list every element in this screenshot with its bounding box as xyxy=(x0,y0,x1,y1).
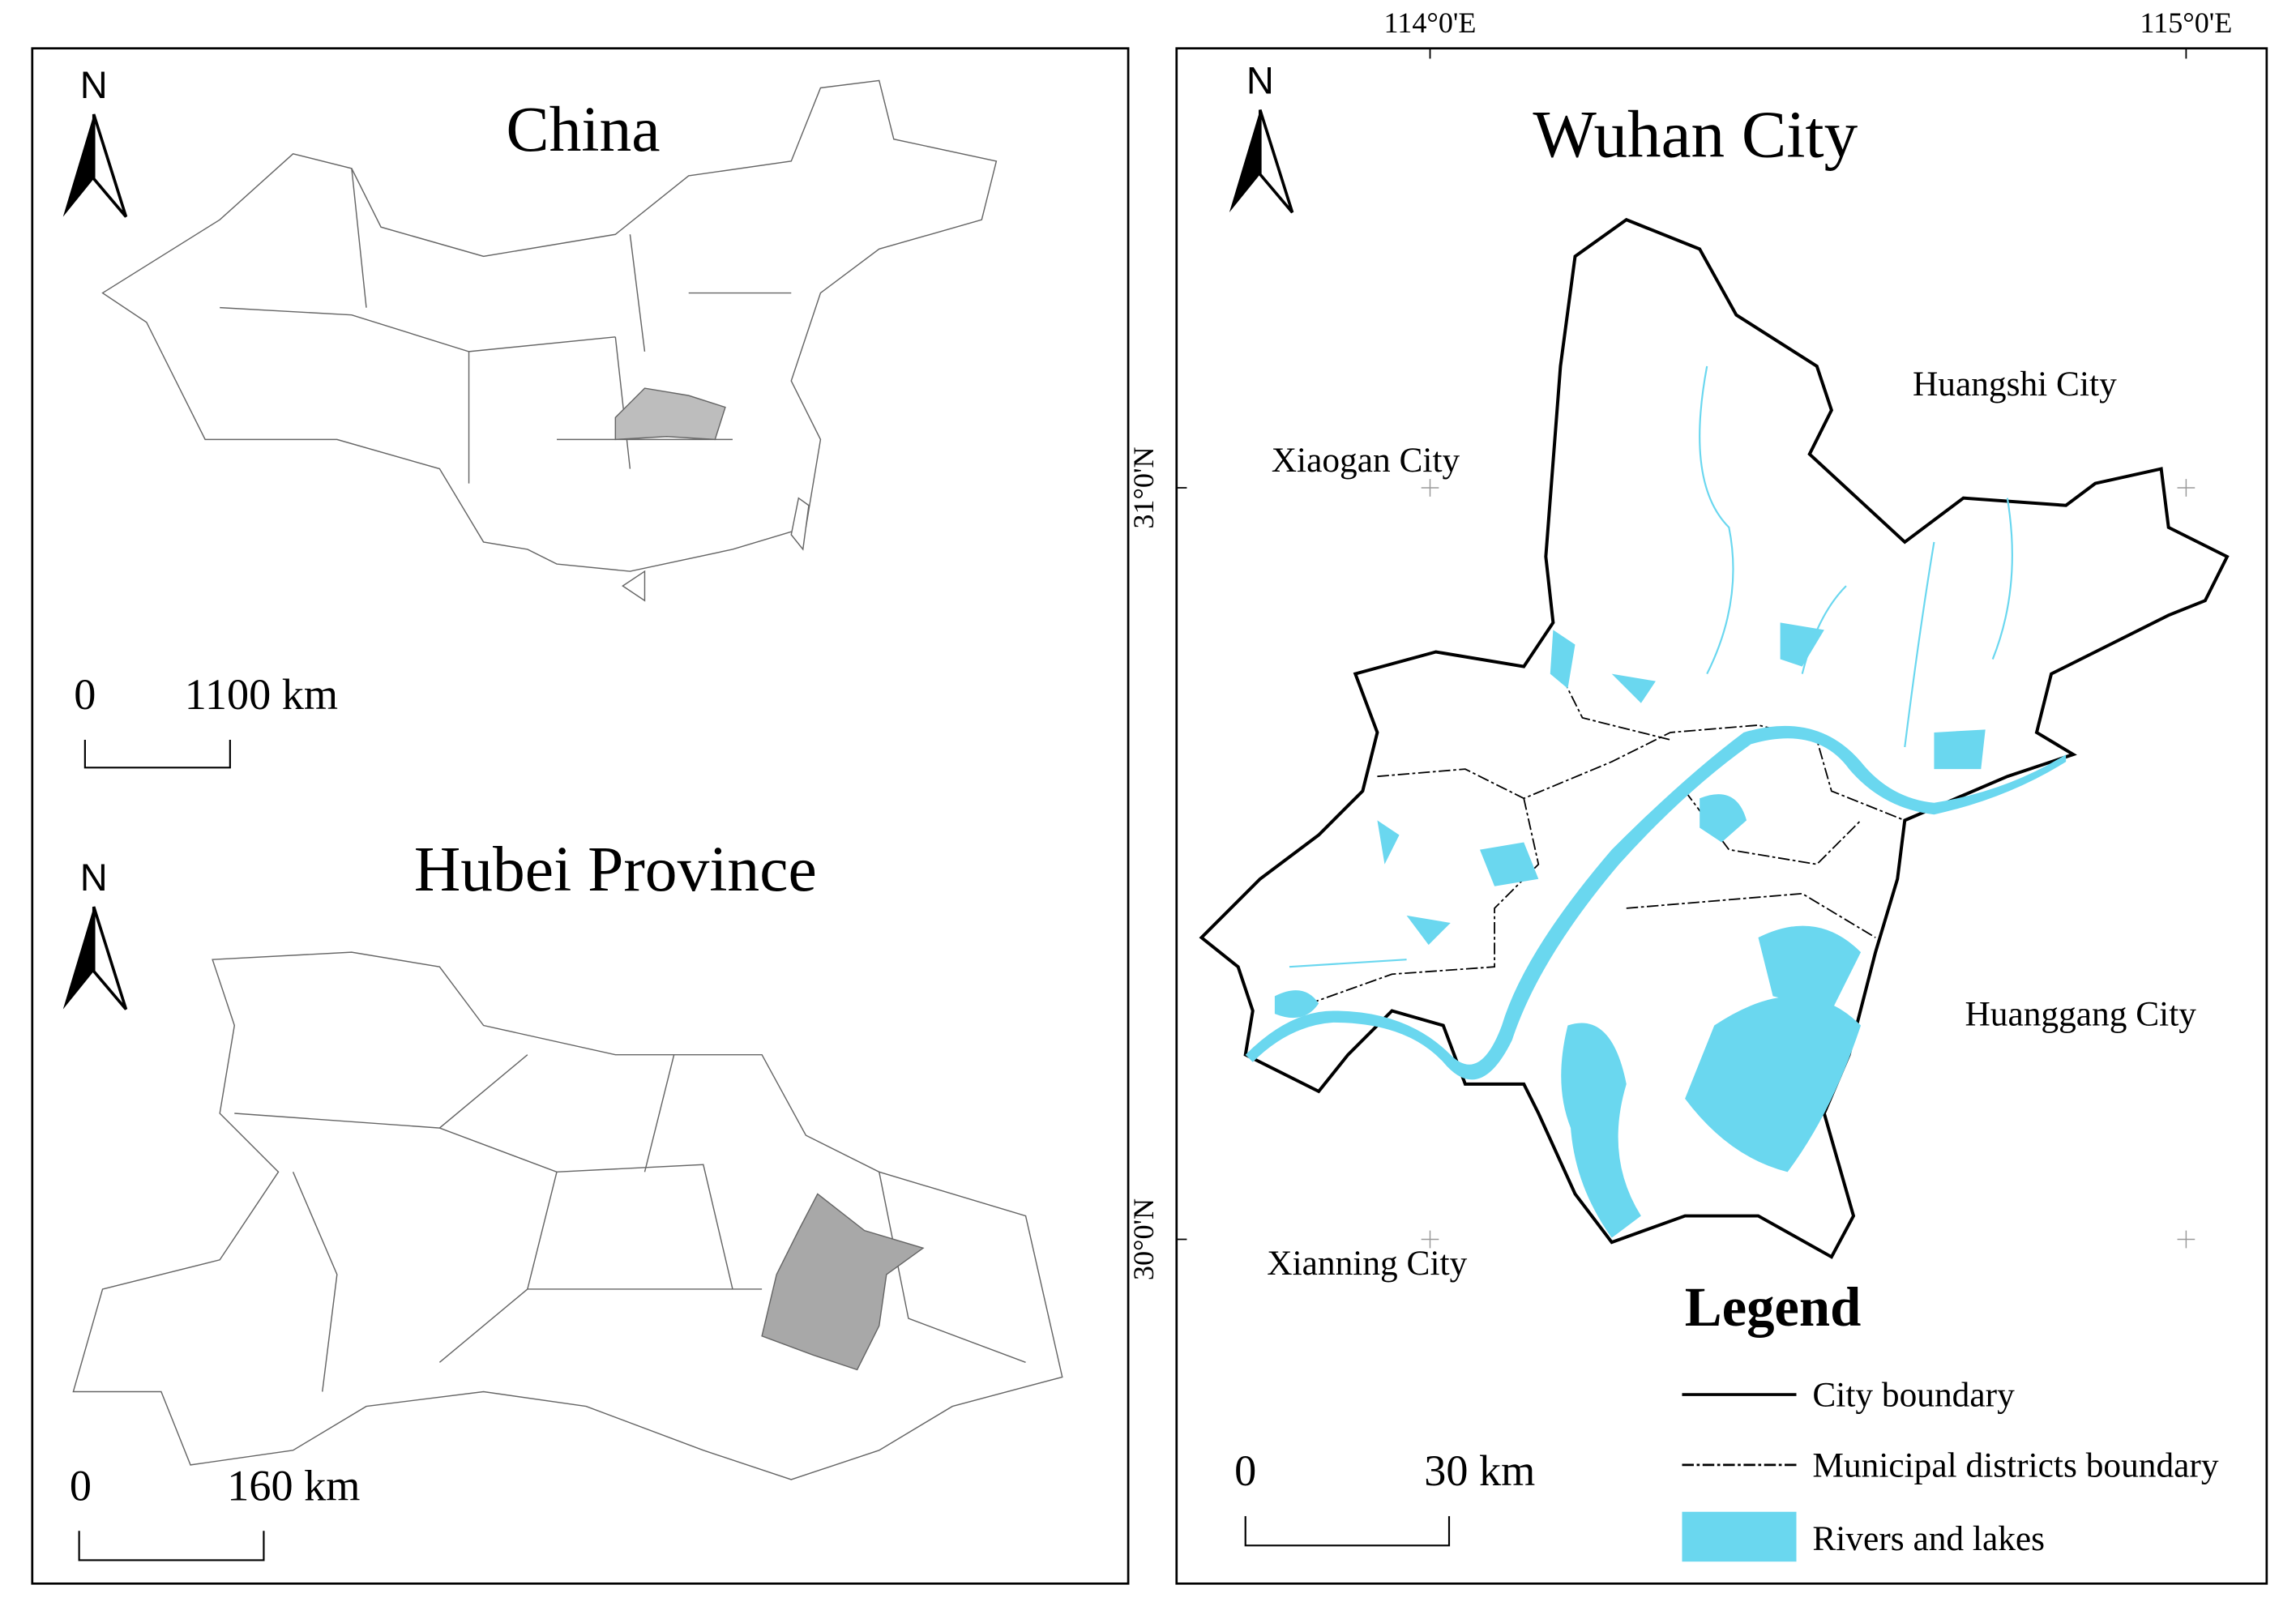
scale-zero: 0 xyxy=(1234,1446,1256,1495)
panel-title: Wuhan City xyxy=(1533,96,1858,171)
north-arrow: N xyxy=(62,856,128,1010)
scale-zero: 0 xyxy=(70,1461,92,1510)
legend-title: Legend xyxy=(1685,1276,1862,1338)
graticule-label: 31°0'N xyxy=(1127,446,1160,528)
scale-zero: 0 xyxy=(74,670,96,719)
china-outline xyxy=(101,79,998,572)
legend-label: Municipal districts boundary xyxy=(1812,1446,2218,1484)
north-label: N xyxy=(80,856,108,899)
right-frame xyxy=(1175,47,2268,1585)
place-label: Xianning City xyxy=(1267,1244,1467,1283)
place-label: Xiaogan City xyxy=(1272,441,1460,480)
panel-title: China xyxy=(507,94,661,165)
panel-title: Hubei Province xyxy=(414,834,817,905)
wuhan-boundary xyxy=(1199,217,2230,1259)
place-label: Huangshi City xyxy=(1913,365,2117,404)
wuhan-highlight xyxy=(761,1193,925,1371)
north-arrow: N xyxy=(1229,59,1294,214)
legend-label: Rivers and lakes xyxy=(1812,1519,2045,1558)
left-frame xyxy=(31,47,1130,1585)
graticule-label: 30°0'N xyxy=(1127,1198,1160,1280)
north-arrow: N xyxy=(62,63,128,218)
north-label: N xyxy=(80,63,108,106)
legend-label: City boundary xyxy=(1812,1376,2015,1415)
scale-label: 1100 km xyxy=(185,670,338,719)
graticule-label: 114°0'E xyxy=(1384,6,1477,39)
scale-bar xyxy=(78,1531,265,1561)
place-label: Huanggang City xyxy=(1965,995,2196,1034)
north-label: N xyxy=(1246,59,1274,102)
graticule-label: 115°0'E xyxy=(2140,6,2232,39)
scale-bar xyxy=(83,739,231,769)
hubei-highlight xyxy=(614,387,726,441)
scale-bar xyxy=(1244,1516,1451,1547)
scale-label: 30 km xyxy=(1424,1446,1535,1495)
scale-label: 160 km xyxy=(227,1461,360,1510)
hubei-outline xyxy=(72,951,1063,1480)
legend-swatch xyxy=(1682,1511,1797,1562)
